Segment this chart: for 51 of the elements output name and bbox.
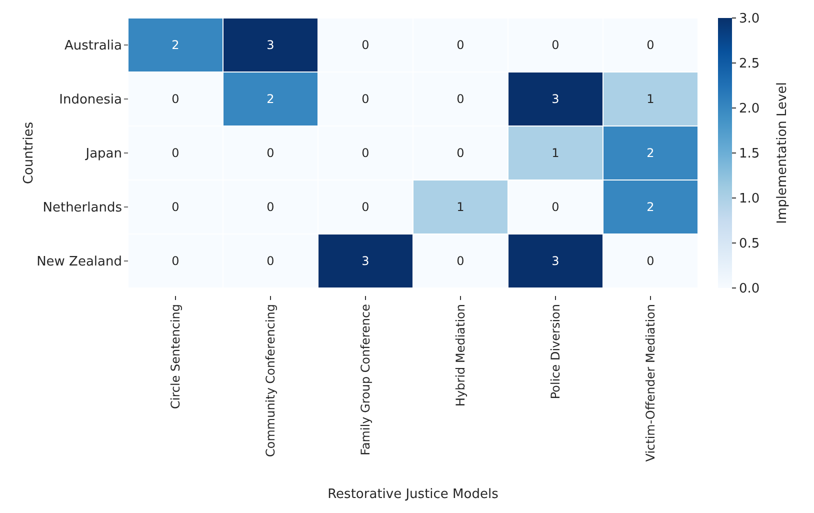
x-tick-label: Family Group Conference xyxy=(358,304,373,456)
data-label: 2 xyxy=(646,200,654,214)
y-axis-title: Countries xyxy=(22,122,37,184)
color-bar-label: 0.0 xyxy=(739,282,760,297)
data-label: 0 xyxy=(266,254,274,268)
y-tick-label: Australia xyxy=(64,38,122,54)
y-tick-label: New Zealand xyxy=(36,254,122,270)
data-label: 1 xyxy=(552,146,560,160)
data-label: 3 xyxy=(266,38,274,52)
data-label: 0 xyxy=(172,200,180,214)
data-label: 0 xyxy=(646,38,654,52)
x-tick-label: Victim-Offender Mediation xyxy=(644,304,658,462)
x-axis-title: Restorative Justice Models xyxy=(328,487,499,502)
data-label: 0 xyxy=(362,146,370,160)
data-label: 0 xyxy=(456,254,464,268)
data-label: 1 xyxy=(646,92,654,106)
data-label: 0 xyxy=(362,38,370,52)
x-tick-label: Hybrid Mediation xyxy=(454,304,468,406)
color-bar-label: 2.5 xyxy=(739,56,760,72)
color-bar-label: 1.5 xyxy=(739,146,760,162)
data-label: 3 xyxy=(362,254,370,268)
x-tick-label: Community Conferencing xyxy=(264,304,278,458)
data-label: 0 xyxy=(552,38,560,52)
data-label: 0 xyxy=(172,146,180,160)
x-tick-label: Circle Sentencing xyxy=(168,304,183,409)
color-bar-label: 2.0 xyxy=(739,102,760,117)
data-label: 0 xyxy=(456,146,464,160)
data-label: 0 xyxy=(266,200,274,214)
data-label: 2 xyxy=(266,92,274,106)
data-label: 0 xyxy=(552,200,560,214)
x-tick-label: Police Diversion xyxy=(548,304,563,400)
data-label: 0 xyxy=(266,146,274,160)
y-tick-label: Japan xyxy=(84,146,122,162)
data-label: 0 xyxy=(646,254,654,268)
data-label: 0 xyxy=(172,92,180,106)
data-label: 2 xyxy=(172,38,180,52)
data-label: 3 xyxy=(552,92,560,106)
y-tick-label: Indonesia xyxy=(59,92,122,108)
data-label: 2 xyxy=(646,146,654,160)
data-label: 0 xyxy=(362,92,370,106)
data-label: 0 xyxy=(456,92,464,106)
data-label: 0 xyxy=(362,200,370,214)
color-bar-title: Implementation Level xyxy=(775,82,790,224)
data-label: 0 xyxy=(172,254,180,268)
data-label: 0 xyxy=(456,38,464,52)
color-bar-label: 0.5 xyxy=(739,236,760,252)
color-bar-label: 3.0 xyxy=(739,12,760,27)
data-label: 3 xyxy=(552,254,560,268)
color-bar-label: 1.0 xyxy=(739,192,760,207)
y-tick-label: Netherlands xyxy=(42,200,122,216)
data-label: 1 xyxy=(456,200,464,214)
